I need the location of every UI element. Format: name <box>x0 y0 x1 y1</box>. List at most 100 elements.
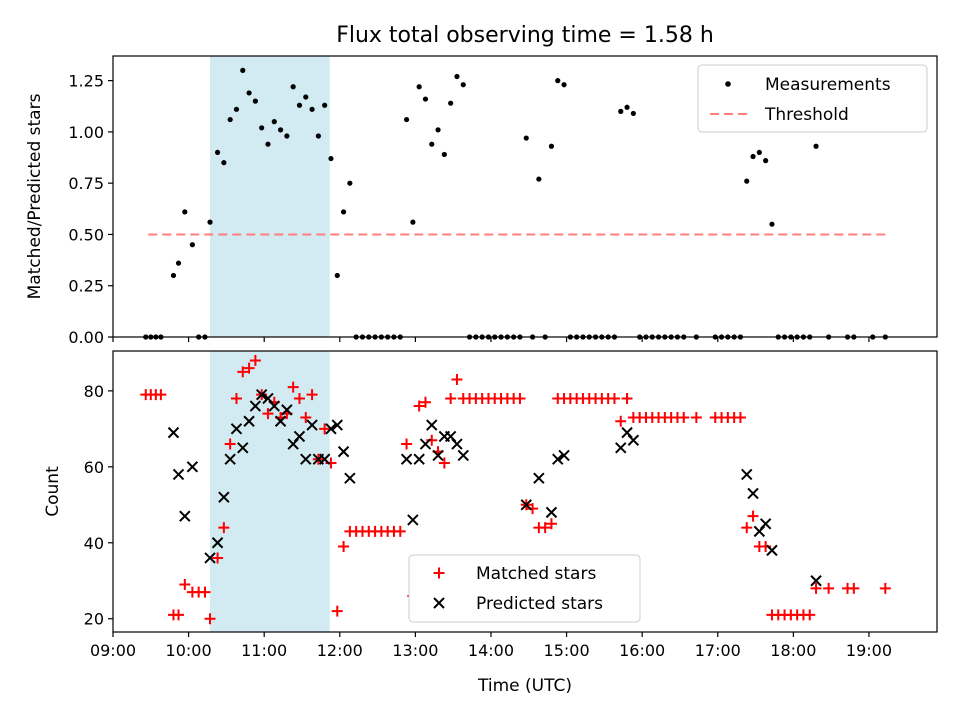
matched-star-point <box>249 354 261 366</box>
x-axis-label: Time (UTC) <box>477 676 572 696</box>
predicted-star-point <box>274 415 287 427</box>
predicted-star-point <box>230 423 243 435</box>
matched-star-point <box>413 400 425 412</box>
predicted-star-point <box>407 514 419 526</box>
x-tick-label: 19:00 <box>846 641 892 660</box>
measurement-point <box>328 155 334 162</box>
measurement-point <box>240 67 246 73</box>
matched-star-point <box>338 541 350 553</box>
legend-label: Predicted stars <box>476 594 603 614</box>
matched-star-point <box>230 392 242 404</box>
x-tick-label: 14:00 <box>468 641 514 660</box>
matched-star-point <box>224 438 236 450</box>
x-tick-label: 11:00 <box>241 641 287 660</box>
measurement-point <box>189 242 195 248</box>
matched-star-point <box>293 392 305 404</box>
y-tick-label: 60 <box>84 458 104 477</box>
predicted-star-point <box>179 510 191 522</box>
matched-star-point <box>319 423 331 435</box>
matched-star-point <box>204 613 216 625</box>
measurement-point <box>207 219 213 225</box>
x-tick-label: 15:00 <box>544 641 590 660</box>
measurement-point <box>214 149 221 156</box>
predicted-star-point <box>255 388 268 401</box>
predicted-star-point <box>558 449 570 462</box>
predicted-star-point <box>325 423 337 435</box>
measurement-point <box>624 104 630 110</box>
y-tick-label: 80 <box>84 382 104 401</box>
predicted-star-point <box>457 449 469 462</box>
measurement-point <box>448 100 454 106</box>
matched-star-point <box>615 415 627 427</box>
x-tick-label: 16:00 <box>619 641 665 660</box>
measurement-point <box>460 82 466 88</box>
matched-star-point <box>218 522 230 534</box>
measurement-point <box>744 178 750 184</box>
measurement-point <box>221 160 227 166</box>
predicted-star-point <box>520 499 532 511</box>
matched-star-point <box>545 518 557 530</box>
legend-label: Matched stars <box>476 564 596 584</box>
matched-star-point <box>155 389 167 401</box>
matched-star-point <box>212 552 224 564</box>
predicted-star-point <box>741 468 753 481</box>
predicted-star-point <box>766 544 778 557</box>
predicted-star-point <box>281 404 293 416</box>
measurement-point <box>769 221 775 227</box>
matched-star-point <box>306 389 318 401</box>
predicted-star-point <box>426 419 438 431</box>
legend-box <box>697 64 928 133</box>
legend: Measurements Threshold <box>697 64 928 133</box>
top-panel: 0.00 0.25 0.50 0.75 1.00 1.25 Matched/Predicte… <box>25 55 938 347</box>
matched-star-point <box>179 579 191 591</box>
predicted-star-point <box>400 453 413 465</box>
predicted-star-point <box>413 453 425 465</box>
measurement-point <box>763 158 769 164</box>
matched-star-point <box>747 510 759 522</box>
predicted-star-point <box>306 419 318 431</box>
predicted-star-point <box>268 400 280 412</box>
y-tick-label: 0.75 <box>68 174 104 193</box>
predicted-star-point <box>224 453 236 465</box>
y-axis-label: Count <box>43 466 63 517</box>
matched-star-point <box>419 396 431 408</box>
predicted-star-point <box>759 518 772 530</box>
measurement-point <box>441 151 447 158</box>
predicted-star-point <box>211 537 224 549</box>
predicted-star-point <box>432 449 444 462</box>
predicted-star-point <box>243 415 255 427</box>
legend: Matched stars Predicted stars <box>408 554 641 623</box>
measurement-point <box>618 108 624 114</box>
plot-frame <box>112 55 938 338</box>
matched-star-point <box>262 408 274 420</box>
matched-star-point <box>331 605 343 617</box>
measurement-point <box>410 219 416 225</box>
predicted-star-point <box>318 453 331 465</box>
measurement-point <box>340 209 347 215</box>
predicted-star-point <box>627 434 640 446</box>
matched-star-point <box>287 381 299 393</box>
measurement-point <box>416 84 422 90</box>
measurement-point <box>429 141 435 147</box>
measurement-point <box>309 106 315 112</box>
legend-label: Measurements <box>765 75 891 95</box>
matched-star-point <box>734 411 746 423</box>
measurement-point <box>303 94 309 100</box>
measurement-point <box>284 133 290 139</box>
matched-star-point <box>879 582 891 594</box>
matched-star-point <box>810 582 822 594</box>
measurement-point <box>536 176 542 182</box>
measurement-point <box>252 98 258 104</box>
x-tick-label: 13:00 <box>392 641 438 660</box>
measurement-point <box>265 141 271 147</box>
observing-window-span <box>210 56 330 337</box>
measurement-point <box>756 149 762 156</box>
matched-star-point <box>539 522 551 534</box>
legend-label: Threshold <box>764 105 849 125</box>
measurement-point <box>334 272 340 279</box>
matched-star-point <box>848 582 860 594</box>
measurement-point <box>813 143 819 149</box>
predicted-star-point <box>186 461 199 473</box>
legend-box <box>408 554 641 623</box>
